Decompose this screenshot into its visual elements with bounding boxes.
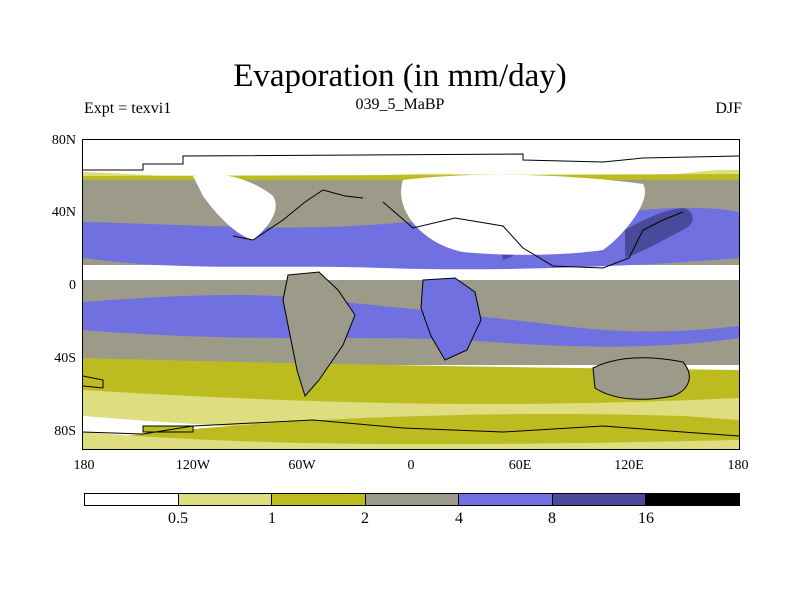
season-label: DJF xyxy=(715,100,742,117)
lat-tick-80s: 80S xyxy=(54,424,76,439)
map-plot xyxy=(83,140,739,449)
lon-tick-180e: 180 xyxy=(727,458,749,473)
land-south-america xyxy=(283,272,355,396)
band-light-antarctic xyxy=(83,432,739,449)
colorbar-segment-5 xyxy=(552,494,647,505)
colorbar-tick: 8 xyxy=(548,510,556,527)
colorbar-tick: 2 xyxy=(361,510,369,527)
colorbar-segment-2 xyxy=(272,494,366,505)
colorbar-segment-4 xyxy=(459,494,553,505)
belt-dark-blue xyxy=(625,208,693,258)
band-olive-antarctic xyxy=(83,414,739,449)
coastlines xyxy=(83,153,739,437)
lon-tick-60w: 60W xyxy=(288,458,316,473)
lon-tick-120e: 120E xyxy=(614,458,644,473)
lon-tick-60e: 60E xyxy=(508,458,532,473)
colorbar-tick: 16 xyxy=(638,510,654,527)
lat-tick-80n: 80N xyxy=(51,133,76,148)
colorbar-tick: 1 xyxy=(268,510,276,527)
lat-tick-40n: 40N xyxy=(51,205,76,220)
band-olive-south xyxy=(83,358,739,409)
colorbar-segment-6 xyxy=(646,494,740,505)
colorbar-tick: 0.5 xyxy=(168,510,188,527)
lon-tick-120w: 120W xyxy=(175,458,211,473)
lat-tick-0: 0 xyxy=(69,278,76,293)
evaporation-map xyxy=(82,139,740,450)
belt-blue-south xyxy=(83,295,739,347)
chart-title: Evaporation (in mm/day) xyxy=(233,58,567,94)
land-white-north-america xyxy=(193,174,276,240)
colorbar-segment-3 xyxy=(365,494,460,505)
lon-tick-180w: 180 xyxy=(73,458,95,473)
colorbar-tick: 4 xyxy=(455,510,463,527)
lat-tick-40s: 40S xyxy=(54,351,76,366)
land-australia xyxy=(593,357,690,400)
period-label: 039_5_MaBP xyxy=(355,96,445,113)
colorbar-segment-1 xyxy=(178,494,273,505)
colorbar xyxy=(84,493,740,506)
lon-tick-0: 0 xyxy=(407,458,415,473)
colorbar-segment-0 xyxy=(85,494,179,505)
land-africa xyxy=(421,278,481,360)
land-white-north-asia xyxy=(401,174,645,255)
experiment-label: Expt = texvi1 xyxy=(84,100,172,117)
